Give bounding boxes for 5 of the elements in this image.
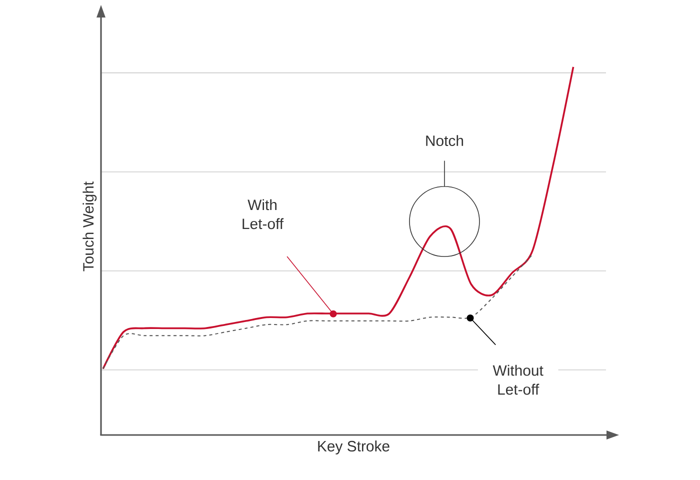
annotation: Without Let-off bbox=[492, 364, 544, 395]
annotation: With Let-off bbox=[242, 199, 284, 230]
y-axis-title: Touch Weight bbox=[82, 181, 97, 272]
annotation: Notch bbox=[426, 135, 464, 146]
x-axis-title: Key Stroke bbox=[318, 440, 390, 454]
